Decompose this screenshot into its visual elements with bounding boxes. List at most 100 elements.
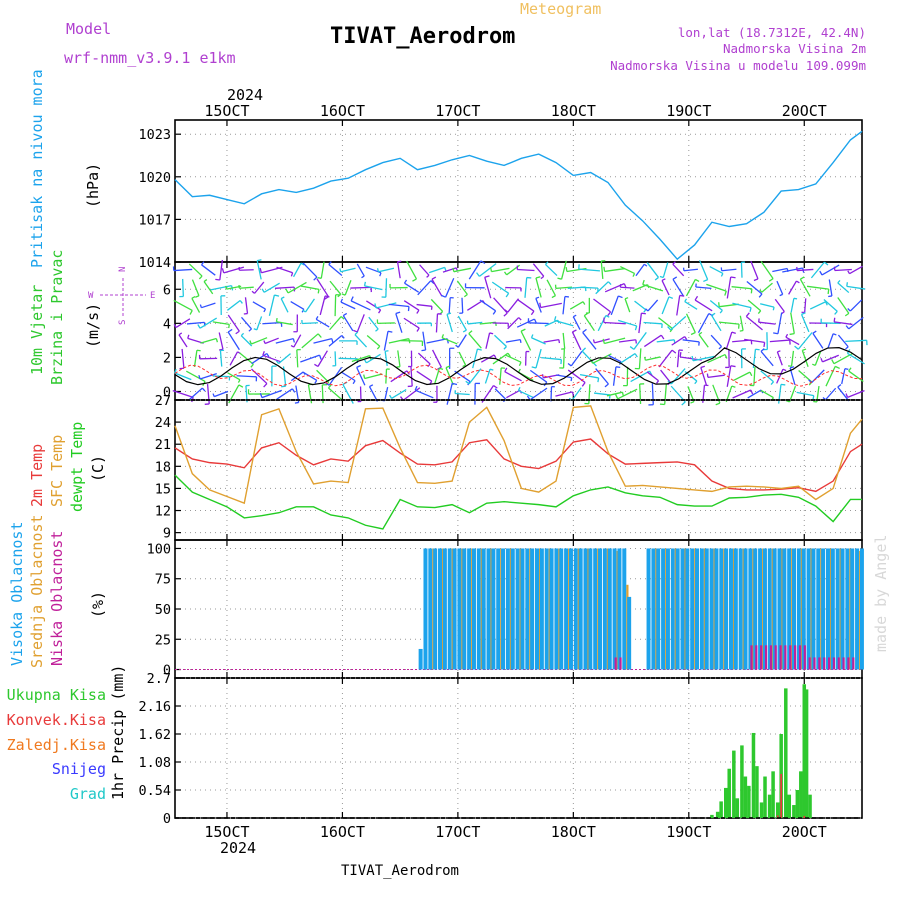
- wind-barb: [825, 387, 837, 401]
- wind-gust-line: [174, 364, 863, 387]
- wind-barb-flag: [724, 290, 727, 296]
- wind-barb-flag: [340, 316, 345, 320]
- wind-barb: [687, 386, 695, 402]
- wind-barb-flag: [503, 346, 507, 350]
- wind-barb-flag: [504, 367, 508, 373]
- wind-barb-flag: [263, 308, 267, 313]
- wind-barb: [849, 265, 863, 275]
- cloud-unit: (%): [89, 591, 107, 618]
- wind-barb-flag: [290, 344, 295, 348]
- cloud-bar-0: [452, 548, 457, 670]
- wind-barb-flag: [291, 388, 296, 393]
- wind-barb-flag: [462, 329, 467, 333]
- wind-barb-flag: [718, 302, 720, 307]
- temp-ytick-label: 9: [163, 526, 171, 542]
- station-title: TIVAT_Aerodrom: [330, 24, 515, 49]
- wind-barb: [400, 339, 423, 342]
- wind-barb-flag: [827, 289, 830, 295]
- wind-barb-flag: [545, 261, 549, 265]
- wind-barb-flag: [634, 325, 638, 331]
- wind-barb: [264, 337, 279, 345]
- cloud-bar-0: [593, 548, 598, 670]
- cloud-bar-0: [457, 548, 462, 670]
- wind-barb: [334, 294, 337, 317]
- wind-barb-flag: [825, 301, 828, 306]
- wind-barb-flag: [356, 364, 361, 368]
- wind-barb-flag: [191, 295, 196, 299]
- wind-barb-flag: [421, 349, 426, 352]
- wind-barb: [457, 334, 467, 348]
- wind-barb-flag: [782, 368, 787, 372]
- legend-total-rain: Ukupna Kisa: [7, 686, 106, 704]
- wind-barb: [726, 276, 732, 299]
- precip-bar-0: [747, 785, 751, 818]
- wind-barb-flag: [641, 312, 646, 315]
- wind-barb: [354, 334, 368, 348]
- wind-barb-flag: [789, 366, 795, 369]
- wind-barb: [301, 333, 319, 349]
- precip-bar-0: [715, 811, 720, 818]
- wind-barb: [203, 281, 214, 295]
- wind-barb: [397, 350, 401, 367]
- wind-barb-flag: [832, 333, 837, 336]
- cloud-bar-2: [798, 645, 802, 670]
- wind-barb: [732, 302, 752, 309]
- wind-barb-flag: [201, 261, 205, 266]
- wind-barb-flag: [313, 276, 318, 281]
- wind-barb-flag: [444, 267, 447, 272]
- wind-barb-flag: [758, 293, 763, 298]
- wind-barb: [746, 280, 763, 295]
- wind-barb: [647, 299, 659, 312]
- wind-barb: [661, 296, 670, 315]
- wind-barb-flag: [730, 276, 736, 279]
- wind-barb-flag: [275, 360, 280, 364]
- wind-barb: [593, 392, 611, 396]
- wind-barb: [812, 332, 824, 349]
- cloud-bar-0: [675, 548, 680, 670]
- wind-ylabel-1: 10m Vjetar: [28, 285, 46, 375]
- precip-bar-1: [776, 815, 779, 818]
- wind-barb: [608, 354, 622, 363]
- wind-barb-flag: [847, 308, 851, 312]
- wind-barb: [709, 265, 724, 275]
- wind-barb: [822, 354, 839, 363]
- cloud-bar-2: [789, 645, 792, 670]
- wind-barb: [293, 334, 302, 348]
- wind-barb: [356, 314, 365, 333]
- wind-barb: [809, 301, 826, 310]
- wind-barb-flag: [715, 402, 721, 406]
- wind-barb-flag: [445, 365, 451, 369]
- wind-barb: [173, 268, 193, 272]
- precip-bar-0: [740, 745, 744, 818]
- wind-barb-flag: [763, 342, 766, 348]
- wind-barb: [274, 286, 295, 289]
- cloud-bar-0: [758, 548, 763, 670]
- wind-barb: [569, 301, 584, 310]
- wind-barb-flag: [583, 312, 589, 317]
- pressure-panel: 1014 1017 1020 1023: [138, 119, 863, 271]
- wind-barb: [543, 338, 559, 343]
- cloud-bar-0: [850, 548, 855, 670]
- wind-barb-flag: [484, 275, 490, 278]
- wind-barb: [504, 354, 522, 363]
- wind-barb: [711, 315, 722, 332]
- wind-barb-flag: [582, 301, 586, 305]
- wind-barb: [541, 356, 562, 361]
- meteogram-subtitle: Meteogram: [520, 0, 601, 18]
- wind-barb-flag: [567, 362, 572, 367]
- cloud-bar-0: [535, 548, 540, 670]
- wind-barb-flag: [780, 383, 786, 386]
- wind-barb: [239, 269, 254, 271]
- cloud-bar-0: [855, 548, 860, 670]
- wind-barb-flag: [341, 293, 346, 296]
- wind-barb-flag: [489, 332, 494, 335]
- wind-barb-flag: [535, 296, 540, 300]
- wind-barb: [639, 384, 642, 404]
- wind-barb: [227, 331, 240, 351]
- cloud-bar-0: [835, 548, 840, 670]
- wind-barb: [635, 263, 645, 277]
- wind-barb: [191, 279, 200, 297]
- time-label-top: 15OCT: [204, 102, 249, 120]
- wind-barb: [406, 260, 418, 280]
- wind-barb-flag: [253, 328, 258, 331]
